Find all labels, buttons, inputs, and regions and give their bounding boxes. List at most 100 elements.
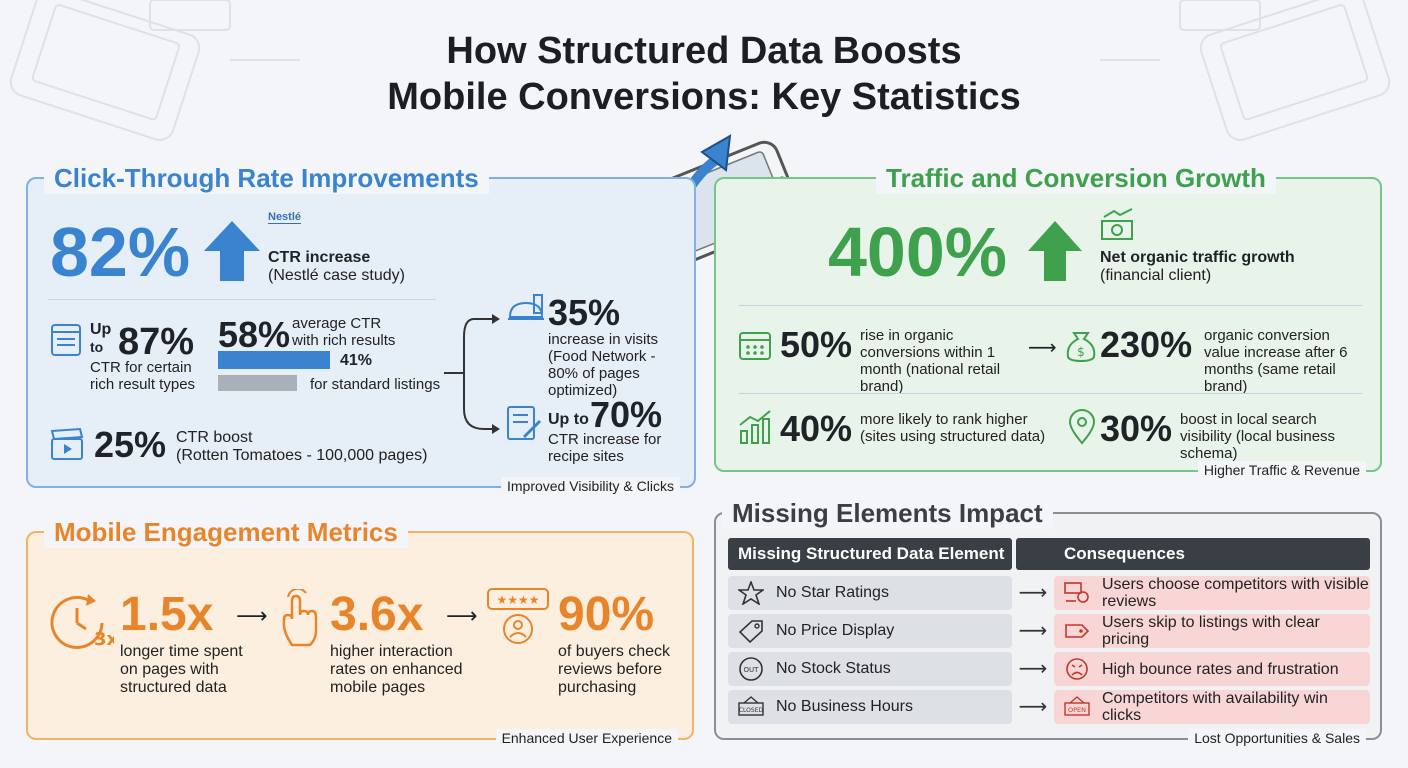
table-header-consequence: Consequences <box>1016 538 1370 570</box>
recipe-prefix: Up to <box>548 411 589 428</box>
food-value: 35% <box>548 292 621 333</box>
rich-ctr-label: average CTR with rich results <box>292 315 396 349</box>
rich-prefix-to: to <box>90 339 104 355</box>
frown-icon <box>1066 658 1088 680</box>
bar-chart-icon <box>739 410 771 444</box>
clock-3x-icon: 3x <box>50 594 114 650</box>
local-value: 30% <box>1100 408 1173 449</box>
rotten-sub: (Rotten Tomatoes - 100,000 pages) <box>176 447 428 464</box>
rich-value: 87% <box>118 321 195 363</box>
row-arrow: ⟶ <box>1018 620 1048 642</box>
interact-desc: higher interaction rates on enhanced mob… <box>330 643 463 696</box>
browser-icon <box>51 324 81 356</box>
reviews-desc: of buyers check reviews before purchasin… <box>558 643 671 696</box>
ctr-heading: Click-Through Rate Improvements <box>44 162 489 194</box>
money-growth-icon <box>1101 208 1133 240</box>
value-inc-desc: organic conversion value increase after … <box>1204 327 1348 395</box>
nestle-value: 82% <box>50 213 191 291</box>
conv-arrow: ⟶ <box>1028 337 1057 359</box>
table-row-consequence: OPEN Competitors with availability win c… <box>1054 690 1370 724</box>
traffic-footer: Higher Traffic & Revenue <box>1197 461 1366 479</box>
page-title: How Structured Data Boosts Mobile Conver… <box>387 30 1021 118</box>
recipe-icon <box>507 406 542 440</box>
open-sign-icon: OPEN <box>1064 696 1090 716</box>
local-desc: boost in local search visibility (local … <box>1180 411 1336 462</box>
ctr-divider <box>48 299 436 300</box>
tap-hand-icon <box>282 589 318 647</box>
rank-value: 40% <box>780 408 853 449</box>
svg-text:★★★★: ★★★★ <box>496 593 539 607</box>
food-icon <box>508 294 544 320</box>
location-pin-icon <box>1068 409 1096 445</box>
recipe-desc: CTR increase for recipe sites <box>548 431 662 465</box>
reviews-value: 90% <box>558 588 655 641</box>
nestle-logo: Nestlé <box>268 211 302 224</box>
time-arrow: ⟶ <box>236 603 268 628</box>
std-ctr-value: 41% <box>340 352 373 369</box>
table-header-element: Missing Structured Data Element <box>728 538 1012 570</box>
missing-panel: Missing Elements Impact Missing Structur… <box>714 497 1382 747</box>
svg-text:CLOSED: CLOSED <box>739 707 764 714</box>
nestle-sub: (Nestlé case study) <box>268 267 405 284</box>
up-arrow-icon <box>1028 221 1082 281</box>
rich-prefix-up: Up <box>90 321 112 338</box>
table-row-element: CLOSED No Business Hours <box>728 690 1012 724</box>
reviews-icon <box>1064 582 1089 603</box>
star-icon <box>738 581 764 605</box>
std-ctr-bar <box>218 375 297 391</box>
rank-desc: more likely to rank higher (sites using … <box>860 411 1046 445</box>
rotten-label: CTR boost <box>176 429 253 446</box>
rich-ctr-value: 58% <box>218 314 291 355</box>
mobile-panel: Mobile Engagement Metrics 3x 1.5x ⟶ long… <box>26 516 694 747</box>
time-desc: longer time spent on pages with structur… <box>120 643 243 696</box>
review-icon: ★★★★ <box>487 588 549 644</box>
bracket-arrows <box>444 314 500 434</box>
svg-text:OPEN: OPEN <box>1068 706 1086 714</box>
ctr-footer: Improved Visibility & Clicks <box>500 477 680 495</box>
value-inc-value: 230% <box>1100 324 1193 365</box>
traffic-divider-1 <box>738 305 1362 306</box>
traffic-heading: Traffic and Conversion Growth <box>876 162 1276 194</box>
missing-heading: Missing Elements Impact <box>722 497 1053 529</box>
conv-value: 50% <box>780 324 853 365</box>
stock-icon: OUT <box>739 657 763 681</box>
up-arrow-icon <box>204 221 260 281</box>
row-arrow: ⟶ <box>1018 696 1048 718</box>
mobile-heading: Mobile Engagement Metrics <box>44 516 408 548</box>
table-row-consequence: Users choose competitors with visible re… <box>1054 576 1370 610</box>
money-bag-icon: $ <box>1066 332 1096 363</box>
mobile-footer: Enhanced User Experience <box>495 729 678 747</box>
std-ctr-label: for standard listings <box>310 376 441 393</box>
calendar-icon <box>739 332 771 360</box>
rich-desc: CTR for certain rich result types <box>90 359 196 393</box>
recipe-value: 70% <box>590 394 663 435</box>
row-arrow: ⟶ <box>1018 658 1048 680</box>
row-arrow: ⟶ <box>1018 582 1048 604</box>
traffic-panel: Traffic and Conversion Growth 400% Net o… <box>714 162 1382 479</box>
interact-value: 3.6x <box>330 588 424 641</box>
conv-desc: rise in organic conversions within 1 mon… <box>860 327 1001 395</box>
rotten-value: 25% <box>94 424 167 465</box>
time-value: 1.5x <box>120 588 214 641</box>
tag-icon <box>1065 624 1090 638</box>
food-desc: increase in visits (Food Network - 80% o… <box>548 331 659 399</box>
table-row-element: No Star Ratings <box>728 576 1012 610</box>
interact-arrow: ⟶ <box>446 603 478 628</box>
ctr-panel: Click-Through Rate Improvements 82% Nest… <box>26 162 696 495</box>
traffic-divider-2 <box>738 393 1362 394</box>
price-tag-icon <box>738 620 763 643</box>
traffic-main-value: 400% <box>828 213 1008 291</box>
table-row-consequence: High bounce rates and frustration <box>1054 652 1370 686</box>
traffic-main-sub: (financial client) <box>1100 267 1212 284</box>
closed-sign-icon: CLOSED <box>738 696 764 716</box>
nestle-label: CTR increase <box>268 249 371 266</box>
traffic-main-label: Net organic traffic growth <box>1100 249 1295 266</box>
svg-text:$: $ <box>1077 345 1085 359</box>
svg-text:OUT: OUT <box>744 666 760 674</box>
table-row-element: OUT No Stock Status <box>728 652 1012 686</box>
missing-footer: Lost Opportunities & Sales <box>1188 729 1366 747</box>
table-row-consequence: Users skip to listings with clear pricin… <box>1054 614 1370 648</box>
svg-text:3x: 3x <box>94 629 114 650</box>
rich-ctr-bar <box>218 351 330 369</box>
